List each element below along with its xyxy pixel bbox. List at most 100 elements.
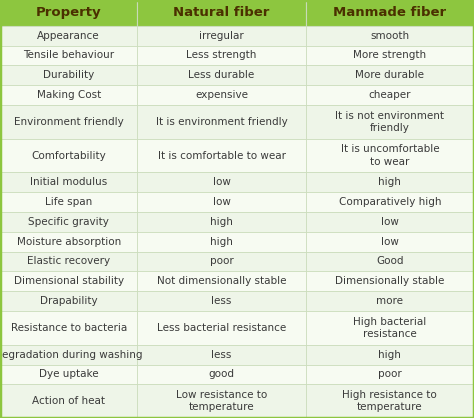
Bar xyxy=(0,364,137,384)
Bar xyxy=(137,65,306,85)
Text: More durable: More durable xyxy=(356,70,424,80)
Bar xyxy=(0,232,137,252)
Bar xyxy=(137,46,306,65)
Text: High bacterial
resistance: High bacterial resistance xyxy=(353,317,427,339)
Text: good: good xyxy=(209,370,235,380)
Bar xyxy=(137,212,306,232)
Bar xyxy=(0,192,137,212)
Bar xyxy=(306,345,474,364)
Text: Tensile behaviour: Tensile behaviour xyxy=(23,51,114,61)
Bar xyxy=(137,0,306,26)
Bar xyxy=(306,65,474,85)
Text: expensive: expensive xyxy=(195,90,248,100)
Text: Appearance: Appearance xyxy=(37,31,100,41)
Bar xyxy=(137,105,306,139)
Text: Resistance to bacteria: Resistance to bacteria xyxy=(10,323,127,333)
Bar xyxy=(0,252,137,271)
Bar xyxy=(306,311,474,345)
Bar xyxy=(306,46,474,65)
Text: Comfortability: Comfortability xyxy=(31,150,106,161)
Text: Dye uptake: Dye uptake xyxy=(39,370,99,380)
Bar xyxy=(306,139,474,172)
Text: It is comfortable to wear: It is comfortable to wear xyxy=(157,150,286,161)
Text: It is uncomfortable
to wear: It is uncomfortable to wear xyxy=(340,144,439,167)
Text: Drapability: Drapability xyxy=(40,296,98,306)
Bar xyxy=(306,212,474,232)
Bar xyxy=(0,139,137,172)
Bar xyxy=(0,105,137,139)
Bar xyxy=(0,85,137,105)
Text: Environment friendly: Environment friendly xyxy=(14,117,124,127)
Text: Dimensionally stable: Dimensionally stable xyxy=(335,276,445,286)
Text: more: more xyxy=(376,296,403,306)
Text: Low resistance to
temperature: Low resistance to temperature xyxy=(176,390,267,413)
Text: Good: Good xyxy=(376,257,404,267)
Bar xyxy=(137,271,306,291)
Text: cheaper: cheaper xyxy=(369,90,411,100)
Text: Comparatively high: Comparatively high xyxy=(338,197,441,207)
Text: irregular: irregular xyxy=(199,31,244,41)
Text: Degradation during washing: Degradation during washing xyxy=(0,349,143,359)
Bar xyxy=(0,65,137,85)
Bar xyxy=(306,26,474,46)
Bar xyxy=(0,172,137,192)
Text: Dimensional stability: Dimensional stability xyxy=(14,276,124,286)
Bar xyxy=(137,345,306,364)
Text: Natural fiber: Natural fiber xyxy=(173,6,270,19)
Bar xyxy=(306,105,474,139)
Bar xyxy=(137,364,306,384)
Text: less: less xyxy=(211,349,232,359)
Bar xyxy=(137,139,306,172)
Bar xyxy=(0,311,137,345)
Bar xyxy=(306,384,474,418)
Bar xyxy=(306,252,474,271)
Text: low: low xyxy=(213,197,230,207)
Text: Less bacterial resistance: Less bacterial resistance xyxy=(157,323,286,333)
Text: Property: Property xyxy=(36,6,101,19)
Text: Initial modulus: Initial modulus xyxy=(30,177,107,187)
Text: Moisture absorption: Moisture absorption xyxy=(17,237,121,247)
Bar xyxy=(137,172,306,192)
Bar xyxy=(306,172,474,192)
Text: High resistance to
temperature: High resistance to temperature xyxy=(343,390,437,413)
Bar xyxy=(306,364,474,384)
Text: high: high xyxy=(378,177,401,187)
Bar xyxy=(0,46,137,65)
Text: Making Cost: Making Cost xyxy=(36,90,101,100)
Bar xyxy=(137,252,306,271)
Text: It is not environment
friendly: It is not environment friendly xyxy=(336,111,444,133)
Bar xyxy=(306,232,474,252)
Bar xyxy=(0,384,137,418)
Bar xyxy=(306,271,474,291)
Text: poor: poor xyxy=(210,257,234,267)
Text: low: low xyxy=(381,217,399,227)
Bar xyxy=(306,0,474,26)
Bar xyxy=(137,291,306,311)
Text: Life span: Life span xyxy=(45,197,92,207)
Bar xyxy=(0,0,137,26)
Text: high: high xyxy=(378,349,401,359)
Text: poor: poor xyxy=(378,370,402,380)
Text: Manmade fiber: Manmade fiber xyxy=(333,6,447,19)
Text: It is environment friendly: It is environment friendly xyxy=(156,117,287,127)
Text: Specific gravity: Specific gravity xyxy=(28,217,109,227)
Bar xyxy=(306,192,474,212)
Bar xyxy=(306,291,474,311)
Text: Less strength: Less strength xyxy=(186,51,257,61)
Text: Not dimensionally stable: Not dimensionally stable xyxy=(157,276,286,286)
Bar xyxy=(137,384,306,418)
Bar xyxy=(0,345,137,364)
Bar xyxy=(137,232,306,252)
Bar xyxy=(137,26,306,46)
Text: Action of heat: Action of heat xyxy=(32,396,105,406)
Text: high: high xyxy=(210,237,233,247)
Bar xyxy=(137,85,306,105)
Text: Durability: Durability xyxy=(43,70,94,80)
Bar xyxy=(0,212,137,232)
Text: Less durable: Less durable xyxy=(189,70,255,80)
Text: smooth: smooth xyxy=(370,31,410,41)
Bar xyxy=(137,311,306,345)
Bar xyxy=(0,291,137,311)
Bar xyxy=(0,26,137,46)
Bar xyxy=(306,85,474,105)
